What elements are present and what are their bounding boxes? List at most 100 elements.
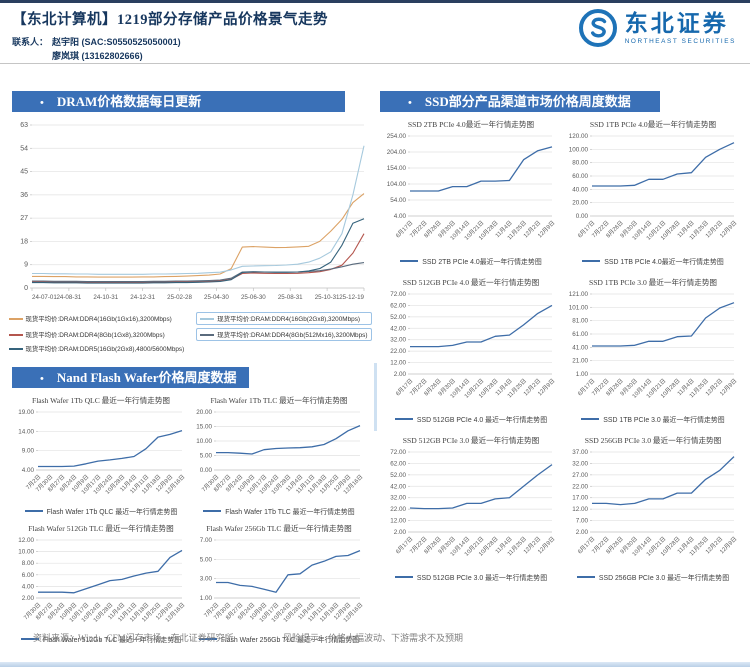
legend-label: Flash Wafer 1Tb QLC 最近一年行情走势图 <box>46 509 178 516</box>
chart-title: SSD 512GB PCIe 4.0 最近一年行情走势图 <box>402 278 540 287</box>
chart-title: Flash Wafer 256Gb TLC 最近一年行情走势图 <box>206 524 352 533</box>
legend-line-icon <box>394 418 413 420</box>
svg-text:61.00: 61.00 <box>572 331 588 338</box>
legend-label: 现货平均价:DRAM:DDR4(8Gb(1Gx8),3200Mbps) <box>25 332 165 339</box>
svg-text:7.00: 7.00 <box>200 537 213 544</box>
dram-price-chart: 63 54 45 36 27 18 9 0 24-07-01 24-08-31 24-10-31 24… <box>12 120 368 309</box>
chart-legend: Flash Wafer 256Gb TLC 最近一年行情走势图 <box>190 634 368 644</box>
svg-text:204.00: 204.00 <box>387 149 407 156</box>
legend-line-icon <box>24 510 43 512</box>
svg-text:17.00: 17.00 <box>572 495 588 502</box>
report-header: 【东北计算机】1219部分存储产品价格景气走势 联系人： 赵宇阳 (SAC:S0… <box>12 8 740 64</box>
svg-text:25-12-19: 25-12-19 <box>339 294 364 301</box>
legend-label: SSD 1TB PCIe 3.0 最近一年行情走势图 <box>603 417 725 424</box>
chart-legend: SSD 256GB PCIe 3.0 最近一年行情走势图 <box>562 572 744 582</box>
dram-legend-item: 现货平均价:DRAM:DDR5(16Gb(2Gx8),4800/5600Mbps… <box>8 344 184 353</box>
chart-legend: SSD 1TB PCIe 3.0 最近一年行情走势图 <box>562 414 744 424</box>
chart-ssd-1tb-pcie30: SSD 1TB PCIe 3.0 最近一年行情走势图 121.00 101.00 81… <box>562 277 744 424</box>
page-top-border <box>0 0 750 3</box>
svg-text:6.00: 6.00 <box>22 572 35 579</box>
section-header-dram: • DRAM价格数据每日更新 <box>12 91 345 112</box>
chart-legend: Flash Wafer 1Tb TLC 最近一年行情走势图 <box>190 506 368 516</box>
svg-text:22.00: 22.00 <box>572 483 588 490</box>
chart-flash-wafer-512gb-tlc: Flash Wafer 512Gb TLC 最近一年行情走势图 12.00 10.0… <box>12 523 190 644</box>
legend-label: SSD 1TB PCIe 4.0最近一年行情走势图 <box>604 259 724 266</box>
svg-text:12.00: 12.00 <box>390 360 406 367</box>
dram-legend-item[interactable]: 现货平均价:DRAM:DDR4(8Gb(512Mx16),3200Mbps) <box>196 328 372 341</box>
section-header-wafer: • Nand Flash Wafer价格周度数据 <box>12 367 249 388</box>
svg-text:54.00: 54.00 <box>390 197 406 204</box>
legend-label: SSD 2TB PCIe 4.0最近一年行情走势图 <box>422 259 542 266</box>
svg-text:41.00: 41.00 <box>572 344 588 351</box>
svg-text:62.00: 62.00 <box>390 460 406 467</box>
svg-text:12.00: 12.00 <box>18 537 34 544</box>
svg-text:32.00: 32.00 <box>390 495 406 502</box>
chart-ssd-1tb-pcie40: SSD 1TB PCIe 4.0最近一年行情走势图 120.00 100.00 80.… <box>562 119 744 266</box>
svg-text:5.00: 5.00 <box>200 453 213 460</box>
ssd_512gb_pcie30-plot: 72.0062.0052.0042.0032.0022.0012.002.006… <box>390 449 556 558</box>
svg-text:32.00: 32.00 <box>390 337 406 344</box>
contact-analyst: 赵宇阳 (SAC:S0550525050001) <box>52 37 181 47</box>
chart-title: SSD 1TB PCIe 3.0 最近一年行情走势图 <box>588 278 718 287</box>
svg-text:2.00: 2.00 <box>394 529 407 536</box>
svg-text:25-06-30: 25-06-30 <box>241 294 266 301</box>
svg-text:25-08-31: 25-08-31 <box>278 294 303 301</box>
wafer_1tb_qlc-plot: 19.0014.009.004.007月2日7月30日8月27日9月24日10月… <box>18 409 186 496</box>
legend-line-icon <box>582 260 601 262</box>
svg-text:1.00: 1.00 <box>200 595 213 602</box>
chart-legend: Flash Wafer 512Gb TLC 最近一年行情走势图 <box>12 634 190 644</box>
legend-label: 现货平均价:DRAM:DDR4(16Gb(2Gx8),3200Mbps) <box>217 316 361 323</box>
svg-text:2.00: 2.00 <box>394 371 407 378</box>
chart-flash-wafer-256gb-tlc: Flash Wafer 256Gb TLC 最近一年行情走势图 7.00 5.00 3… <box>190 523 368 644</box>
chart-legend: SSD 512GB PCIe 3.0 最近一年行情走势图 <box>380 572 562 582</box>
svg-text:10.00: 10.00 <box>196 438 212 445</box>
legend-line-icon <box>394 576 413 578</box>
svg-text:52.00: 52.00 <box>390 314 406 321</box>
bullet-icon: • <box>40 97 44 109</box>
svg-text:24-12-31: 24-12-31 <box>130 294 155 301</box>
svg-text:4.00: 4.00 <box>394 213 407 220</box>
svg-text:154.00: 154.00 <box>387 165 407 172</box>
chart-flash-wafer-1tb-tlc: Flash Wafer 1Tb TLC 最近一年行情走势图 20.00 15.00 1… <box>190 395 368 516</box>
svg-text:25-10-31: 25-10-31 <box>315 294 340 301</box>
svg-text:14.00: 14.00 <box>18 428 34 435</box>
legend-line-icon <box>576 576 595 578</box>
svg-text:54: 54 <box>20 145 28 152</box>
legend-line-icon <box>20 638 39 640</box>
company-logo: 东北证券 NORTHEAST SECURITIES <box>578 8 736 48</box>
chart-legend: SSD 2TB PCIe 4.0最近一年行情走势图 <box>380 256 562 266</box>
svg-text:40.00: 40.00 <box>572 186 588 193</box>
svg-text:42.00: 42.00 <box>390 483 406 490</box>
svg-text:12.00: 12.00 <box>572 506 588 513</box>
contact-label: 联系人： <box>12 37 49 47</box>
svg-text:27.00: 27.00 <box>572 472 588 479</box>
legend-label: SSD 512GB PCIe 3.0 最近一年行情走势图 <box>416 575 548 582</box>
svg-text:2.00: 2.00 <box>576 529 589 536</box>
legend-label: SSD 512GB PCIe 4.0 最近一年行情走势图 <box>416 417 548 424</box>
chart-ssd-512gb-pcie40: SSD 512GB PCIe 4.0 最近一年行情走势图 72.00 62.00 52… <box>380 277 562 424</box>
svg-text:4.00: 4.00 <box>22 583 35 590</box>
legend-line-icon <box>198 638 217 640</box>
source-note: 资料来源：Wind，CFM闪存市场，东北证券研究所 <box>33 633 234 643</box>
section-title-wafer: Nand Flash Wafer价格周度数据 <box>56 370 237 385</box>
legend-label: Flash Wafer 512Gb TLC 最近一年行情走势图 <box>42 637 182 644</box>
svg-text:20.00: 20.00 <box>196 409 212 416</box>
legend-line-icon <box>8 333 23 336</box>
chart-title: SSD 512GB PCIe 3.0 最近一年行情走势图 <box>402 436 540 445</box>
dram-legend-item[interactable]: 现货平均价:DRAM:DDR4(16Gb(2Gx8),3200Mbps) <box>196 312 372 325</box>
dram-legend-item: 现货平均价:DRAM:DDR4(16Gb(1Gx16),3200Mbps) <box>8 314 185 323</box>
svg-text:21.00: 21.00 <box>572 358 588 365</box>
svg-text:120.00: 120.00 <box>569 133 589 140</box>
legend-line-icon <box>8 347 23 350</box>
chart-legend: Flash Wafer 1Tb QLC 最近一年行情走势图 <box>12 506 190 516</box>
ssd_512gb_pcie40-plot: 72.0062.0052.0042.0032.0022.0012.002.006… <box>390 291 556 400</box>
svg-text:12.00: 12.00 <box>390 518 406 525</box>
section-header-ssd: • SSD部分产品渠道市场价格周度数据 <box>380 91 660 112</box>
legend-line-icon <box>400 260 419 262</box>
legend-label: Flash Wafer 1Tb TLC 最近一年行情走势图 <box>225 509 355 516</box>
legend-line-icon <box>200 333 215 336</box>
chart-legend: SSD 512GB PCIe 4.0 最近一年行情走势图 <box>380 414 562 424</box>
svg-text:25-04-30: 25-04-30 <box>204 294 229 301</box>
svg-text:1.00: 1.00 <box>576 371 589 378</box>
logo-text-en: NORTHEAST SECURITIES <box>624 37 736 45</box>
